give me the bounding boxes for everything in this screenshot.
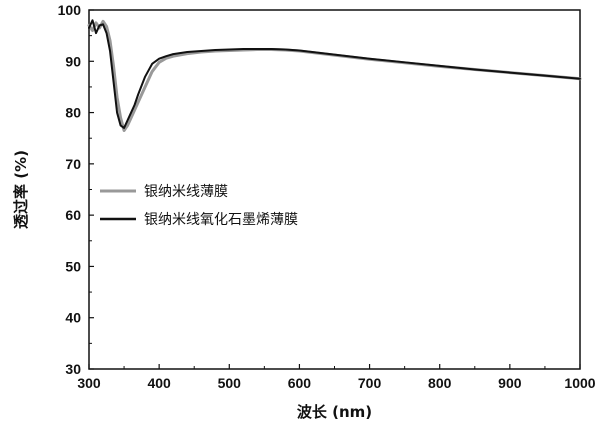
x-tick-label: 700 (358, 375, 382, 391)
x-tick-label: 800 (428, 375, 452, 391)
x-tick-label: 300 (77, 375, 101, 391)
y-tick-label: 70 (65, 156, 81, 172)
x-tick-label: 400 (147, 375, 171, 391)
y-axis: 30 40 50 60 70 80 90 100 (58, 2, 94, 377)
x-axis: 300 400 500 600 700 800 900 1000 (77, 364, 596, 391)
y-tick-label: 40 (65, 310, 81, 326)
y-tick-label: 30 (65, 361, 81, 377)
y-tick-label: 60 (65, 207, 81, 223)
y-tick-label: 90 (65, 53, 81, 69)
series-line-2 (88, 19, 581, 129)
x-tick-label: 900 (498, 375, 522, 391)
x-axis-title: 波长 (nm) (297, 403, 372, 421)
y-tick-label: 50 (65, 258, 81, 274)
legend-label-2: 银纳米线氧化石墨烯薄膜 (144, 212, 298, 228)
x-tick-label: 500 (218, 375, 242, 391)
legend-label-1: 银纳米线薄膜 (144, 184, 228, 200)
x-tick-label: 600 (288, 375, 312, 391)
y-tick-label: 100 (58, 2, 82, 18)
y-tick-label: 80 (65, 105, 81, 121)
x-tick-label: 1000 (564, 375, 595, 391)
series-layer (87, 19, 582, 133)
y-axis-title: 透过率 (%) (12, 150, 30, 229)
series-line-1 (87, 19, 582, 133)
